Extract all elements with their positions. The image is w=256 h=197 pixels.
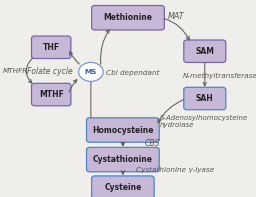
Text: Folate cycle: Folate cycle	[27, 67, 73, 76]
FancyBboxPatch shape	[92, 6, 164, 30]
Circle shape	[79, 62, 103, 81]
FancyBboxPatch shape	[31, 36, 71, 59]
FancyBboxPatch shape	[184, 87, 226, 110]
Text: SAM: SAM	[195, 47, 214, 56]
FancyBboxPatch shape	[184, 40, 226, 62]
Text: THF: THF	[43, 43, 60, 52]
Text: CBS: CBS	[145, 139, 160, 148]
Text: MS: MS	[85, 69, 97, 75]
Text: SAH: SAH	[196, 94, 214, 103]
Text: Cysteine: Cysteine	[104, 183, 142, 192]
Text: Cystathionine γ-lyase: Cystathionine γ-lyase	[136, 167, 214, 173]
Text: N-methyltransferase: N-methyltransferase	[183, 73, 256, 79]
FancyBboxPatch shape	[87, 118, 159, 142]
Text: MTHF: MTHF	[39, 90, 64, 99]
Text: Cystathionine: Cystathionine	[93, 155, 153, 164]
Text: MTHFR: MTHFR	[3, 68, 28, 74]
Text: Homocysteine: Homocysteine	[92, 125, 154, 135]
FancyBboxPatch shape	[87, 147, 159, 172]
FancyBboxPatch shape	[31, 83, 71, 106]
Text: Cbl dependant: Cbl dependant	[106, 70, 160, 76]
FancyBboxPatch shape	[92, 176, 154, 197]
Text: S-Adenosylhomocysteine
hydrolase: S-Adenosylhomocysteine hydrolase	[160, 115, 248, 128]
Text: Methionine: Methionine	[103, 13, 153, 22]
Text: MAT: MAT	[168, 12, 184, 21]
